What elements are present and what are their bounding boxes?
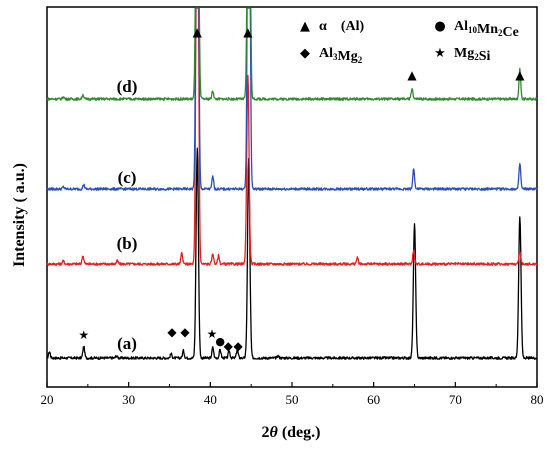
phase-marker: ★ (207, 327, 218, 341)
series-lines (46, 7, 538, 360)
legend-label: Mg2Si (454, 46, 491, 64)
legend-label: Al3Mg2 (319, 46, 363, 65)
legend-symbol: ▲ (300, 19, 310, 34)
x-axis-ticks: 20 30 40 50 60 70 80 (41, 382, 544, 407)
phase-marker: ● (215, 335, 225, 348)
series-line-c (46, 7, 538, 191)
legend-label: α (Al) (319, 19, 364, 34)
x-tick-label: 60 (367, 392, 380, 407)
x-axis-title-theta: θ (270, 424, 279, 441)
phase-marker: ★ (78, 328, 89, 342)
phase-marker: ▲ (407, 68, 417, 82)
phase-marker: ◆ (167, 325, 177, 339)
legend-symbol: ★ (434, 46, 446, 61)
phase-marker: ▲ (193, 25, 203, 39)
legend-symbol: ● (434, 19, 445, 34)
series-label-c: (c) (118, 168, 137, 187)
x-tick-label: 70 (449, 392, 462, 407)
plot-border (46, 6, 538, 388)
series-line-d (46, 7, 538, 101)
phase-marker: ◆ (180, 325, 190, 339)
series-line-a (46, 147, 538, 360)
x-tick-label: 20 (41, 392, 54, 407)
phase-markers: ★ ◆ ◆ ★●◆ ◆▲ ▲▲ ▲ (78, 25, 525, 353)
legend-label: Al10Mn2Ce (454, 19, 519, 40)
series-label-a: (a) (117, 334, 137, 353)
series-line-b (46, 7, 538, 266)
series-labels: (a) (b) (c) (d) (117, 77, 138, 353)
series-label-d: (d) (117, 77, 138, 96)
x-tick-label: 40 (204, 392, 217, 407)
legend: ▲ α (Al) ● Al10Mn2Ce ◆ Al3Mg2 ★ Mg2Si (300, 19, 519, 65)
plot-frame (46, 6, 538, 388)
phase-marker: ◆ (224, 339, 234, 353)
x-axis-title: 2θ (deg.) (262, 424, 321, 441)
x-tick-label: 80 (531, 392, 544, 407)
phase-marker: ▲ (515, 68, 525, 82)
x-tick-label: 50 (286, 392, 299, 407)
legend-symbol: ◆ (300, 46, 310, 61)
x-tick-label: 30 (122, 392, 135, 407)
series-label-b: (b) (117, 234, 138, 253)
phase-marker: ▲ (243, 25, 253, 39)
y-axis-title: Intensity ( a.u.) (11, 163, 28, 267)
phase-marker: ◆ (233, 339, 243, 353)
